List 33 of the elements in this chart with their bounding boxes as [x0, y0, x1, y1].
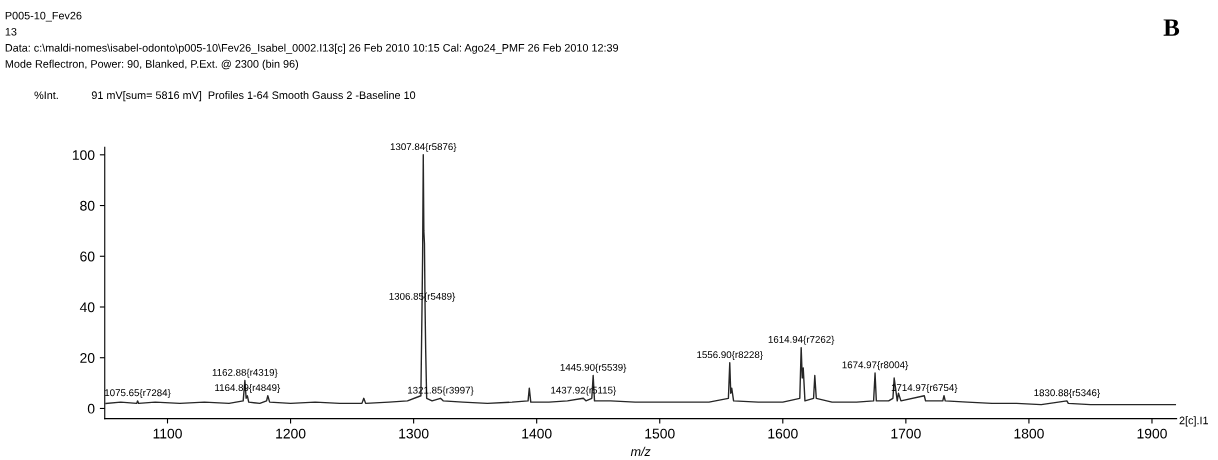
annotation: 1075.65{r7284} — [105, 389, 171, 399]
y-tick-label: 100 — [72, 150, 95, 160]
x-tick-label: 1600 — [768, 428, 798, 439]
y-axis-title: %Int. — [34, 91, 58, 100]
y-tick-label: 60 — [80, 251, 95, 262]
text: 91 mV[sum= 5816 mV] Profiles 1-64 Smooth Gauss 2 -Baseline 10 — [91, 91, 416, 102]
x-tick-label: 1100 — [153, 428, 182, 439]
annotation: 1556.90{r8228} — [697, 350, 763, 361]
text: Mode Reflectron, Power: 90, Blanked, P.Ext. @ 2300 (bin 96) — [5, 59, 299, 70]
y-tick-label: 20 — [80, 353, 95, 363]
annotation: 1614.94{r7262} — [768, 335, 835, 345]
x-tick-label: 1900 — [1137, 428, 1167, 439]
y-tick-label: 40 — [79, 302, 95, 313]
x-axis-title: m/z — [630, 446, 651, 457]
annotation: 1307.84{r5876} — [390, 142, 457, 153]
y-tick-label: 80 — [80, 200, 95, 211]
text: 13 — [5, 27, 17, 36]
y-tick-label: 0 — [87, 403, 95, 414]
line-series — [105, 154, 1177, 406]
x-tick-label: 1400 — [522, 428, 552, 439]
x-tick-label: 1200 — [276, 428, 306, 439]
annotation: 1830.88{r5346} — [1034, 389, 1100, 399]
text: Data: c:\maldi-nomes\isabel-odonto\p005-10\Fev26_Isabel_0002.I13[c] 26 Feb 2010 10:15 Cal: Ago24_PMF 26 Feb 2010 12:39 — [5, 43, 619, 54]
chart-title: P005-10_Fev26 — [5, 11, 82, 22]
text: 2[c].I1 — [1179, 416, 1208, 427]
annotation: 1674.97{r8004} — [842, 361, 909, 371]
x-tick-label: 1800 — [1014, 428, 1044, 439]
x-tick-label: 1300 — [399, 428, 429, 439]
text: B — [1163, 19, 1180, 36]
x-tick-label: 1700 — [891, 428, 921, 439]
annotation: 1162.88{r4319} — [212, 368, 278, 378]
x-tick-label: 1500 — [645, 428, 675, 439]
annotation: 1445.90{r5539} — [560, 363, 627, 373]
